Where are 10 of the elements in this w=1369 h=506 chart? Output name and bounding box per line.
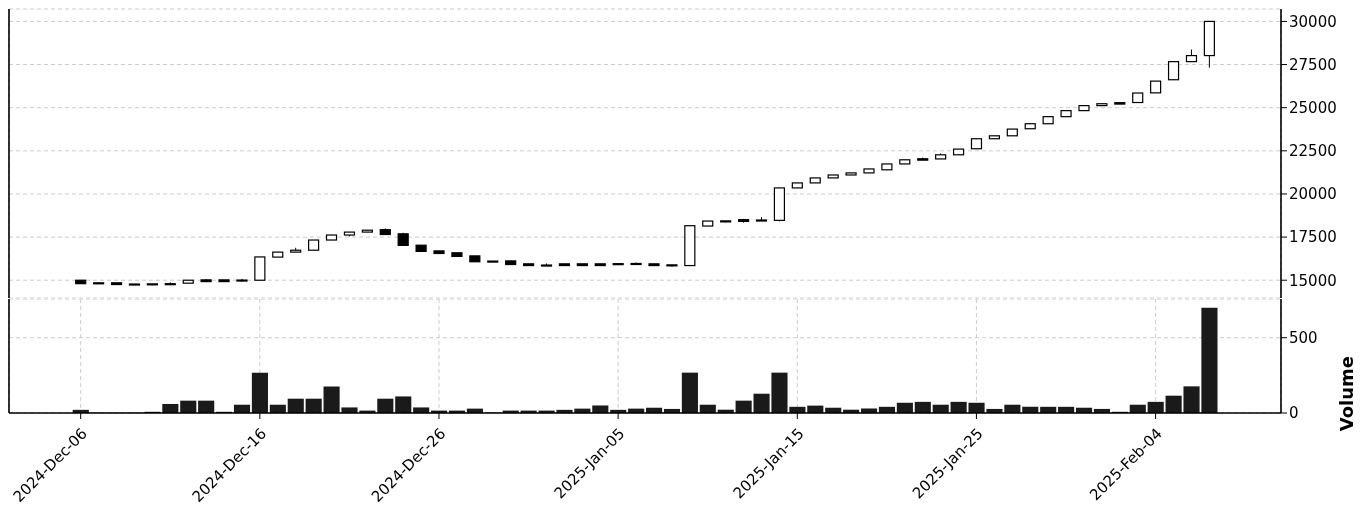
y-tick-label: 22500: [1289, 142, 1337, 161]
y-tick-label: 25000: [1289, 99, 1337, 118]
y-tick-label: 0: [1289, 404, 1299, 423]
y-tick-label: 30000: [1289, 12, 1337, 31]
y-tick-label: 27500: [1289, 55, 1337, 74]
y-axis-title: Volume: [1336, 356, 1358, 432]
y-tick-label: 15000: [1289, 271, 1337, 290]
y-tick-label: 17500: [1289, 228, 1337, 247]
y-tick-label: 500: [1289, 329, 1318, 348]
y-tick-label: 20000: [1289, 185, 1337, 204]
